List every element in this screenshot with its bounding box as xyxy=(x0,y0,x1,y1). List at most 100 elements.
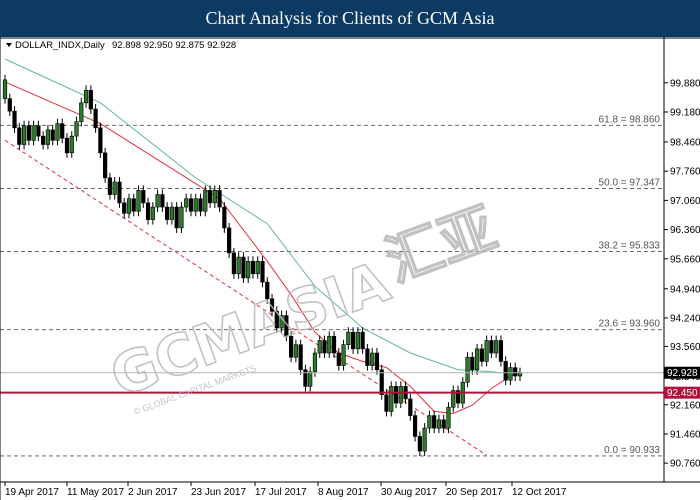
candle-body xyxy=(21,125,27,145)
candle xyxy=(465,352,470,388)
candle-body xyxy=(179,206,184,229)
candle-body xyxy=(365,348,370,366)
candle xyxy=(422,423,427,457)
candle-body xyxy=(212,190,217,204)
x-tick-label-4: 17 Jul 2017 xyxy=(255,487,307,498)
x-tick-label-0: 19 Apr 2017 xyxy=(5,487,59,498)
candle-body xyxy=(26,125,31,141)
support-price-tag: 92.450 xyxy=(664,386,700,399)
candle-body xyxy=(64,137,70,154)
y-tick-label-6: 95.660 xyxy=(670,254,700,265)
candle xyxy=(79,97,84,127)
candle xyxy=(451,385,456,413)
candle xyxy=(365,343,370,371)
candle-body xyxy=(293,344,298,358)
candles xyxy=(2,74,523,457)
current-price-tag: 92.928 xyxy=(664,366,700,379)
candle-body xyxy=(250,260,256,275)
candle xyxy=(231,247,236,279)
candle xyxy=(112,177,117,200)
candle xyxy=(279,310,284,334)
candle xyxy=(379,364,384,400)
candle-body xyxy=(155,194,160,208)
candle xyxy=(145,197,151,225)
y-tick-label-4: 97.060 xyxy=(670,196,700,207)
candle xyxy=(246,256,251,283)
candle xyxy=(117,177,122,208)
candle xyxy=(55,118,60,146)
candle-body xyxy=(470,356,475,371)
candle-body xyxy=(317,340,322,354)
candle xyxy=(308,366,313,392)
candle xyxy=(508,362,513,386)
y-tick-label-5: 96.360 xyxy=(670,225,700,236)
candle-body xyxy=(207,190,213,204)
candle-body xyxy=(393,386,399,404)
candle-body xyxy=(331,336,337,354)
candle-body xyxy=(274,311,279,329)
candle xyxy=(255,256,260,279)
candle xyxy=(88,85,93,115)
symbol-label: DOLLAR_INDX,Daily xyxy=(15,40,105,51)
ma-slow-line xyxy=(4,58,521,376)
y-tick-label-2: 98.460 xyxy=(670,138,700,149)
candle-body xyxy=(441,419,446,429)
current-price-tag-box xyxy=(664,366,700,379)
candle-body xyxy=(260,260,265,283)
y-tick-label-3: 97.760 xyxy=(670,167,700,178)
candle-body xyxy=(398,386,403,404)
candle-body xyxy=(370,352,375,366)
candle xyxy=(427,410,432,434)
candle-body xyxy=(83,89,89,104)
candle xyxy=(370,348,375,371)
candle xyxy=(351,327,356,354)
candle xyxy=(241,252,246,283)
candle xyxy=(17,122,22,150)
candle-body xyxy=(198,198,203,212)
candle-body xyxy=(60,123,65,139)
candle xyxy=(203,185,208,217)
candle-body xyxy=(513,367,518,377)
candle-body xyxy=(103,152,108,179)
candle xyxy=(341,339,346,371)
candle-body xyxy=(284,315,289,337)
candle-body xyxy=(150,206,155,220)
candle xyxy=(83,85,89,108)
candle-body xyxy=(136,190,141,212)
candle-body xyxy=(74,121,79,137)
candle-body xyxy=(412,415,418,437)
candle-body xyxy=(126,198,132,214)
candle-body xyxy=(451,390,456,408)
candle xyxy=(107,172,113,200)
candle-body xyxy=(165,206,170,220)
candle-body xyxy=(169,206,174,220)
candle xyxy=(169,202,174,225)
fib-label-4: 0.0 = 90.933 xyxy=(604,445,660,456)
candle-body xyxy=(422,427,427,452)
y-tick-label-13: 90.760 xyxy=(670,459,700,470)
candle xyxy=(489,335,494,359)
candle xyxy=(303,364,308,392)
fib-label-2: 38.2 = 95.833 xyxy=(599,241,661,252)
candle-body xyxy=(489,340,494,354)
candle-body xyxy=(508,367,513,381)
candle-body xyxy=(131,198,136,212)
candle-body xyxy=(479,348,484,362)
candle xyxy=(21,120,27,150)
candle-body xyxy=(351,331,356,350)
candle xyxy=(412,410,418,442)
candle-body xyxy=(107,177,113,195)
candle-body xyxy=(122,202,127,214)
candle xyxy=(355,327,360,354)
candle-body xyxy=(145,202,151,220)
candle xyxy=(93,104,98,133)
candle xyxy=(436,414,442,434)
candle-body xyxy=(327,336,332,354)
candle-body xyxy=(436,419,442,429)
candle xyxy=(222,202,227,233)
candle-body xyxy=(494,340,499,354)
candle-body xyxy=(408,398,413,416)
candle xyxy=(236,252,241,279)
candle xyxy=(50,124,55,146)
candle xyxy=(284,310,289,342)
